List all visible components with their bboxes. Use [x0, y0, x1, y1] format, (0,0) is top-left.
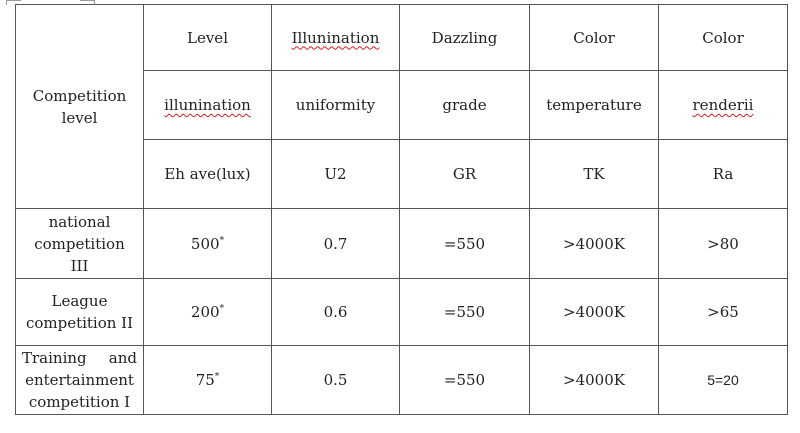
tk-value: >4000K [529, 278, 659, 346]
header-temperature: temperature [529, 70, 659, 140]
u2-value: 0.6 [271, 278, 400, 346]
tk-value: >4000K [529, 345, 659, 415]
header-level: Level [143, 4, 272, 71]
header-color-2: Color [658, 4, 788, 71]
header-tk: TK [529, 139, 659, 209]
header-uniformity: uniformity [271, 70, 400, 140]
corner-header-cell: Competition level [15, 4, 144, 209]
header-grade: grade [399, 70, 530, 140]
page-corner-mark-right [80, 0, 95, 5]
ra-value: 5=20 [658, 345, 788, 415]
row-label: national competition III [15, 208, 144, 279]
u2-value: 0.5 [271, 345, 400, 415]
eh-ave-value: 500* [143, 208, 272, 279]
eh-ave-value: 200* [143, 278, 272, 346]
header-u2: U2 [271, 139, 400, 209]
ra-value: >80 [658, 208, 788, 279]
row-label: Training and entertainment competition I [15, 345, 144, 415]
eh-ave-value: 75* [143, 345, 272, 415]
header-eh-ave: Eh ave(lux) [143, 139, 272, 209]
tk-value: >4000K [529, 208, 659, 279]
gr-value: =550 [399, 278, 530, 346]
gr-value: =550 [399, 345, 530, 415]
table-row: Training and entertainment competition I… [15, 345, 788, 415]
ra-value: >65 [658, 278, 788, 346]
gr-value: =550 [399, 208, 530, 279]
corner-label-line-2: level [61, 108, 98, 127]
u2-value: 0.7 [271, 208, 400, 279]
corner-label-line-1: Competition [32, 86, 127, 105]
header-illunination-2: illunination [143, 70, 272, 140]
table-row: League competition II 200* 0.6 =550 >400… [15, 278, 788, 346]
header-row-1: Competition level Level Illunination Daz… [15, 4, 788, 209]
table-row: national competition III 500* 0.7 =550 >… [15, 208, 788, 279]
header-color-1: Color [529, 4, 659, 71]
row-label: League competition II [15, 278, 144, 346]
header-gr: GR [399, 139, 530, 209]
header-illunination: Illunination [271, 4, 400, 71]
page-corner-mark-left [6, 0, 21, 5]
header-renderii: renderii [658, 70, 788, 140]
header-dazzling: Dazzling [399, 4, 530, 71]
header-row-2: illunination uniformity grade temperatur… [16, 70, 788, 140]
lighting-standards-table: Competition level Level Illunination Daz… [15, 4, 788, 415]
header-row-3: Eh ave(lux) U2 GR TK Ra [16, 139, 788, 209]
header-ra: Ra [658, 139, 788, 209]
